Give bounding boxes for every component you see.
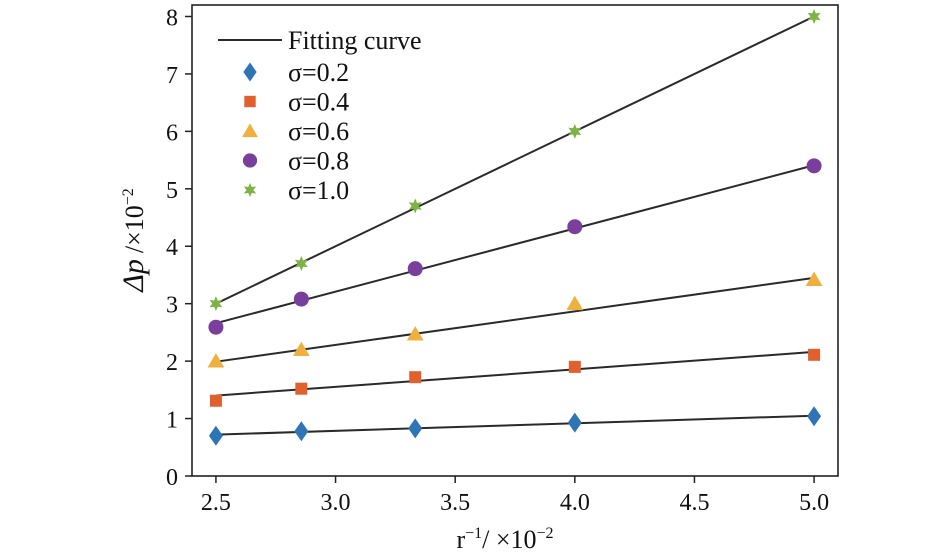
data-point-sigma-0.8 bbox=[293, 291, 309, 307]
data-point-sigma-0.4 bbox=[808, 348, 821, 361]
fit-line-sigma-0.4 bbox=[215, 350, 815, 397]
legend-label-sigma-0.4: σ=0.4 bbox=[288, 88, 349, 117]
y-tick-label: 4 bbox=[166, 235, 178, 261]
fit-line-sigma-0.2 bbox=[215, 414, 815, 436]
y-tick-label: 2 bbox=[166, 350, 178, 376]
data-point-sigma-0.6 bbox=[207, 353, 225, 368]
legend: Fitting curve σ=0.2σ=0.4σ=0.6σ=0.8σ=1.0 bbox=[218, 26, 422, 205]
legend-marker-sigma-0.6 bbox=[242, 123, 258, 138]
fit-line-sigma-1.0 bbox=[215, 15, 815, 305]
data-point-sigma-0.6 bbox=[292, 341, 310, 357]
fit-lines bbox=[215, 15, 815, 436]
data-point-sigma-0.4 bbox=[209, 394, 222, 407]
x-tick-label: 5.0 bbox=[799, 490, 829, 516]
y-tick-label: 7 bbox=[166, 63, 178, 89]
legend-label-sigma-0.8: σ=0.8 bbox=[288, 147, 349, 176]
legend-label-sigma-0.6: σ=0.6 bbox=[288, 117, 349, 146]
legend-marker-sigma-0.8 bbox=[242, 153, 258, 168]
x-axis-ticks: 2.5 3.0 3.5 4.0 4.5 5.0 bbox=[201, 476, 829, 516]
data-point-sigma-0.6 bbox=[566, 295, 584, 311]
legend-fit-label: Fitting curve bbox=[288, 26, 422, 55]
x-tick-label: 2.5 bbox=[201, 490, 231, 516]
legend-marker-sigma-0.2 bbox=[243, 62, 257, 82]
data-point-sigma-0.8 bbox=[208, 319, 224, 335]
legend-label-sigma-0.2: σ=0.2 bbox=[288, 58, 349, 87]
data-point-sigma-0.8 bbox=[567, 219, 583, 235]
y-tick-label: 3 bbox=[166, 293, 178, 319]
y-axis-label: Δp/×10−2 bbox=[117, 188, 150, 293]
legend-label-sigma-1.0: σ=1.0 bbox=[288, 176, 349, 205]
x-axis-label: r−1/ ×10−2 bbox=[456, 525, 553, 554]
data-markers bbox=[207, 8, 823, 446]
plot-area-frame bbox=[191, 4, 839, 477]
x-tick-label: 4.5 bbox=[679, 490, 709, 516]
y-tick-label: 0 bbox=[166, 465, 178, 491]
data-point-sigma-0.8 bbox=[806, 158, 822, 174]
data-point-sigma-0.2 bbox=[408, 418, 423, 439]
y-axis-ticks: 0 1 2 3 4 5 6 7 8 bbox=[166, 5, 192, 491]
x-tick-label: 3.5 bbox=[440, 490, 470, 516]
data-point-sigma-0.6 bbox=[406, 326, 424, 341]
fit-line-sigma-0.8 bbox=[215, 164, 815, 325]
data-point-sigma-0.4 bbox=[409, 371, 422, 384]
data-point-sigma-0.8 bbox=[407, 261, 423, 277]
fit-line-sigma-0.6 bbox=[215, 276, 815, 363]
data-point-sigma-0.4 bbox=[295, 382, 308, 395]
data-point-sigma-1.0 bbox=[294, 255, 308, 271]
y-tick-label: 8 bbox=[166, 5, 178, 31]
data-point-sigma-1.0 bbox=[568, 123, 582, 139]
data-point-sigma-1.0 bbox=[807, 8, 821, 24]
legend-marker-sigma-1.0 bbox=[243, 182, 257, 198]
y-tick-label: 6 bbox=[166, 120, 178, 146]
data-point-sigma-0.4 bbox=[568, 360, 581, 373]
x-tick-label: 3.0 bbox=[321, 490, 351, 516]
x-tick-label: 4.0 bbox=[560, 490, 590, 516]
data-point-sigma-0.2 bbox=[294, 421, 309, 442]
data-point-sigma-1.0 bbox=[209, 296, 223, 312]
data-point-sigma-0.2 bbox=[208, 425, 223, 446]
data-point-sigma-1.0 bbox=[408, 198, 422, 214]
data-point-sigma-0.2 bbox=[807, 406, 822, 427]
y-tick-label: 1 bbox=[166, 408, 178, 434]
legend-marker-sigma-0.4 bbox=[244, 95, 256, 108]
y-tick-label: 5 bbox=[166, 178, 178, 204]
legend-items: σ=0.2σ=0.4σ=0.6σ=0.8σ=1.0 bbox=[242, 58, 349, 205]
data-point-sigma-0.2 bbox=[567, 412, 582, 433]
data-point-sigma-0.6 bbox=[805, 271, 823, 286]
